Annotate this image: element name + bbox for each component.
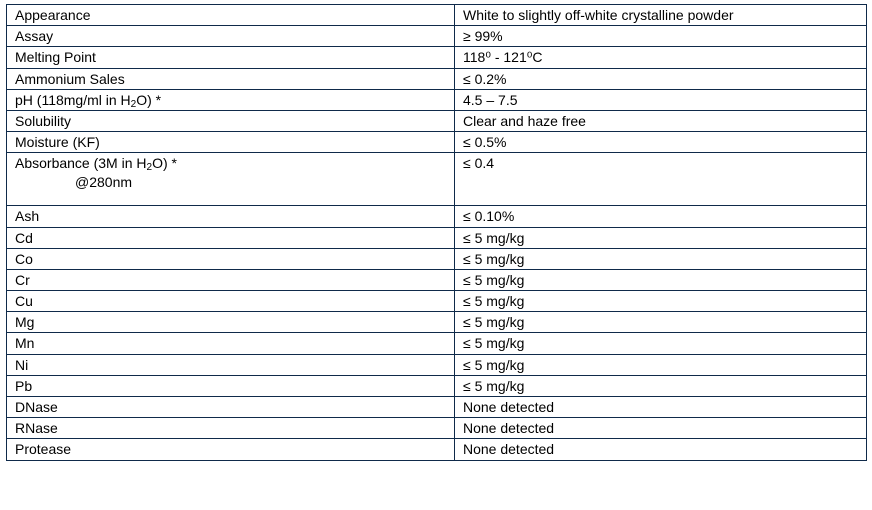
- param-cell: Solubility: [7, 110, 455, 131]
- value-cell: None detected: [455, 439, 867, 460]
- spec-table: AppearanceWhite to slightly off-white cr…: [6, 4, 867, 461]
- value-cell: ≤ 5 mg/kg: [455, 354, 867, 375]
- param-cell: Co: [7, 248, 455, 269]
- value-cell: ≥ 99%: [455, 26, 867, 47]
- param-cell: Melting Point: [7, 47, 455, 68]
- value-cell: ≤ 5 mg/kg: [455, 333, 867, 354]
- table-row: Mg≤ 5 mg/kg: [7, 312, 867, 333]
- spec-table-body: AppearanceWhite to slightly off-white cr…: [7, 5, 867, 461]
- param-cell: pH (118mg/ml in H2O) *: [7, 89, 455, 110]
- table-row: Ni≤ 5 mg/kg: [7, 354, 867, 375]
- value-cell: White to slightly off-white crystalline …: [455, 5, 867, 26]
- param-cell: Cd: [7, 227, 455, 248]
- param-cell: Ash: [7, 206, 455, 227]
- value-cell: ≤ 5 mg/kg: [455, 312, 867, 333]
- table-row: Moisture (KF)≤ 0.5%: [7, 132, 867, 153]
- value-cell: 4.5 – 7.5: [455, 89, 867, 110]
- param-cell: Cr: [7, 269, 455, 290]
- value-cell: ≤ 5 mg/kg: [455, 269, 867, 290]
- param-cell: Ammonium Sales: [7, 68, 455, 89]
- table-row: AppearanceWhite to slightly off-white cr…: [7, 5, 867, 26]
- param-line1: Absorbance (3M in H2O) *: [15, 154, 448, 172]
- value-cell: ≤ 5 mg/kg: [455, 375, 867, 396]
- param-cell: Assay: [7, 26, 455, 47]
- param-cell: DNase: [7, 397, 455, 418]
- param-cell: Pb: [7, 375, 455, 396]
- table-row: Cd≤ 5 mg/kg: [7, 227, 867, 248]
- value-cell: ≤ 0.10%: [455, 206, 867, 227]
- table-row: Mn≤ 5 mg/kg: [7, 333, 867, 354]
- value-cell: ≤ 5 mg/kg: [455, 227, 867, 248]
- value-cell: ≤ 0.4: [455, 153, 867, 206]
- table-row: Assay≥ 99%: [7, 26, 867, 47]
- value-cell: ≤ 0.2%: [455, 68, 867, 89]
- value-cell: Clear and haze free: [455, 110, 867, 131]
- table-row: Ash≤ 0.10%: [7, 206, 867, 227]
- param-cell: Moisture (KF): [7, 132, 455, 153]
- param-cell: Ni: [7, 354, 455, 375]
- param-cell: Protease: [7, 439, 455, 460]
- value-cell: None detected: [455, 418, 867, 439]
- param-cell: RNase: [7, 418, 455, 439]
- table-row: DNaseNone detected: [7, 397, 867, 418]
- value-cell: ≤ 5 mg/kg: [455, 291, 867, 312]
- param-cell: Mg: [7, 312, 455, 333]
- table-row: Melting Point118⁰ - 121⁰C: [7, 47, 867, 68]
- table-row: Pb≤ 5 mg/kg: [7, 375, 867, 396]
- table-row: Absorbance (3M in H2O) *@280nm≤ 0.4: [7, 153, 867, 206]
- table-row: pH (118mg/ml in H2O) *4.5 – 7.5: [7, 89, 867, 110]
- table-row: Co≤ 5 mg/kg: [7, 248, 867, 269]
- param-cell: Appearance: [7, 5, 455, 26]
- value-cell: ≤ 0.5%: [455, 132, 867, 153]
- value-cell: ≤ 5 mg/kg: [455, 248, 867, 269]
- table-row: ProteaseNone detected: [7, 439, 867, 460]
- value-cell: 118⁰ - 121⁰C: [455, 47, 867, 68]
- param-line2: @280nm: [15, 173, 448, 191]
- param-cell: Mn: [7, 333, 455, 354]
- value-cell: None detected: [455, 397, 867, 418]
- table-row: RNaseNone detected: [7, 418, 867, 439]
- table-row: Ammonium Sales≤ 0.2%: [7, 68, 867, 89]
- param-cell: Absorbance (3M in H2O) *@280nm: [7, 153, 455, 206]
- table-row: Cu≤ 5 mg/kg: [7, 291, 867, 312]
- param-cell: Cu: [7, 291, 455, 312]
- table-row: Cr≤ 5 mg/kg: [7, 269, 867, 290]
- table-row: SolubilityClear and haze free: [7, 110, 867, 131]
